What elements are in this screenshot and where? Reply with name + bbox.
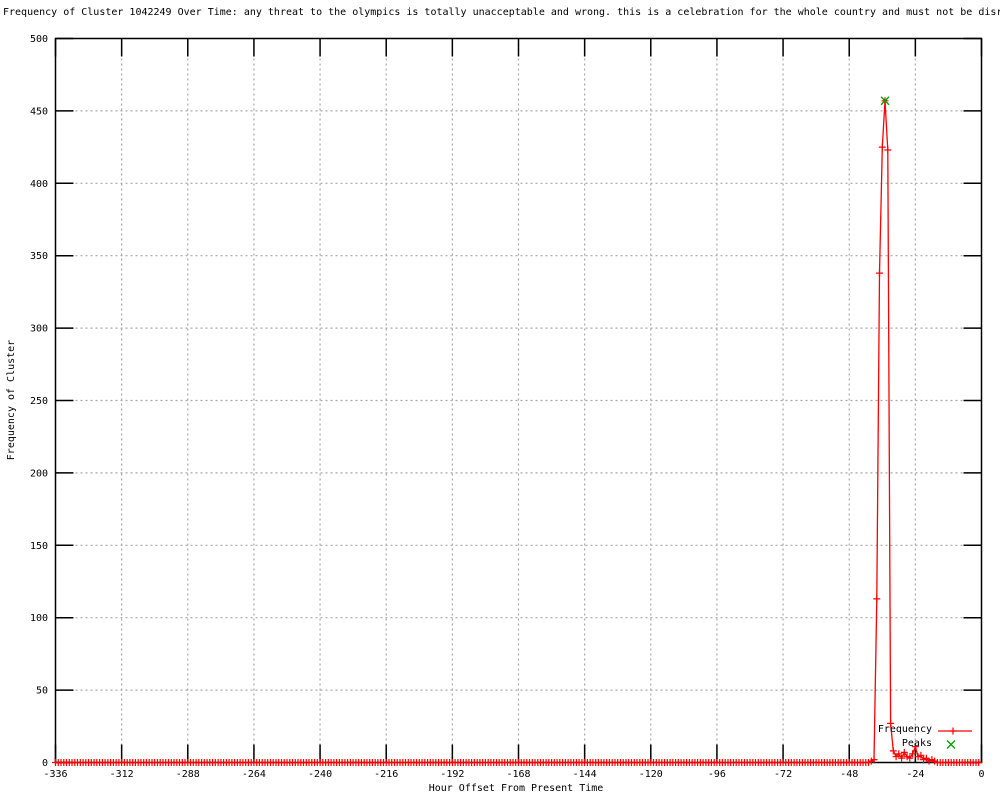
- svg-text:350: 350: [30, 251, 48, 262]
- svg-text:-120: -120: [639, 769, 663, 780]
- frequency-markers: [52, 97, 983, 766]
- legend-marker-frequency-plus-icon: [949, 727, 957, 735]
- svg-text:0: 0: [42, 758, 48, 769]
- svg-text:300: 300: [30, 324, 48, 335]
- legend-label-frequency: Frequency: [877, 724, 932, 735]
- grid-lines: [55, 38, 982, 763]
- legend-label-peaks: Peaks: [901, 738, 932, 749]
- svg-text:150: 150: [30, 541, 48, 552]
- svg-text:50: 50: [36, 686, 48, 697]
- svg-text:-240: -240: [308, 769, 332, 780]
- svg-text:-288: -288: [176, 769, 200, 780]
- svg-text:0: 0: [978, 769, 984, 780]
- x-tick-labels: -336 -312 -288 -264 -240 -216 -192 -168 -144 -120…: [43, 769, 984, 780]
- svg-text:-264: -264: [242, 769, 266, 780]
- svg-text:200: 200: [30, 468, 48, 479]
- legend-marker-peaks-cross-icon: [946, 740, 956, 749]
- svg-text:-48: -48: [840, 769, 858, 780]
- svg-text:100: 100: [30, 613, 48, 624]
- svg-text:-216: -216: [374, 769, 398, 780]
- svg-text:-144: -144: [573, 769, 597, 780]
- peak-markers: [880, 96, 890, 106]
- x-axis-label: Hour Offset From Present Time: [428, 783, 604, 794]
- svg-text:-96: -96: [708, 769, 726, 780]
- svg-text:500: 500: [30, 34, 48, 45]
- svg-text:-24: -24: [906, 769, 924, 780]
- legend-samples: [938, 727, 972, 749]
- svg-text:450: 450: [30, 106, 48, 117]
- svg-text:-72: -72: [774, 769, 792, 780]
- svg-text:-192: -192: [440, 769, 464, 780]
- frequency-line: [55, 100, 979, 764]
- y-axis-label: Frequency of Cluster: [6, 339, 17, 461]
- svg-text:400: 400: [30, 179, 48, 190]
- svg-text:-336: -336: [43, 769, 67, 780]
- svg-text:-312: -312: [110, 769, 134, 780]
- svg-text:250: 250: [30, 396, 48, 407]
- svg-text:-168: -168: [506, 769, 530, 780]
- chart-title: Frequency of Cluster 1042249 Over Time: …: [3, 7, 1000, 18]
- y-tick-labels: 0 50 100 150 200 250 300 350 400 450 500: [30, 34, 48, 769]
